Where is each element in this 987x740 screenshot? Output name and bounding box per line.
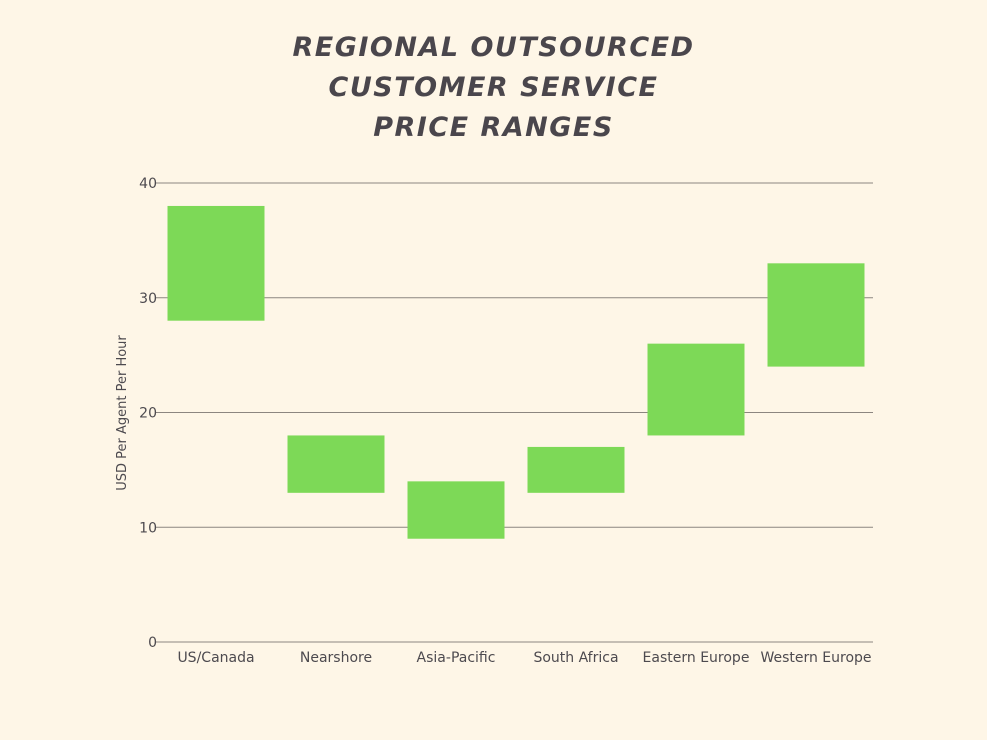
x-tick-label: South Africa (533, 650, 618, 666)
range-bars (167, 205, 865, 539)
y-axis-title: USD Per Agent Per Hour (115, 335, 130, 491)
y-tick-label: 0 (148, 635, 157, 651)
y-tick-label: 10 (139, 520, 157, 536)
range-bar-western-europe (767, 263, 865, 367)
x-tick-label: Eastern Europe (643, 650, 750, 666)
chart-title: REGIONAL OUTSOURCED CUSTOMER SERVICE PRI… (0, 28, 987, 148)
y-axis-ticks: 0 10 20 30 40 (139, 176, 157, 651)
chart-title-line-1: REGIONAL OUTSOURCED (292, 32, 695, 63)
x-tick-label: Western Europe (760, 650, 871, 666)
y-tick-label: 20 (139, 406, 157, 422)
range-bar-nearshore (287, 435, 385, 493)
x-tick-label: US/Canada (177, 650, 254, 666)
y-tick-label: 40 (139, 176, 157, 192)
range-bar-asia-pacific (407, 481, 505, 539)
chart-title-line-3: PRICE RANGES (373, 112, 614, 143)
gridlines (155, 182, 873, 643)
y-tick-label: 30 (139, 291, 157, 307)
x-axis-ticks: US/Canada Nearshore Asia-Pacific South Afri… (177, 650, 871, 666)
x-tick-label: Nearshore (300, 650, 372, 666)
range-bar-us-canada (167, 205, 265, 321)
chart-title-line-2: CUSTOMER SERVICE (328, 72, 659, 103)
x-tick-label: Asia-Pacific (417, 650, 496, 666)
range-bar-eastern-europe (647, 343, 745, 436)
range-bar-south-africa (527, 446, 625, 493)
